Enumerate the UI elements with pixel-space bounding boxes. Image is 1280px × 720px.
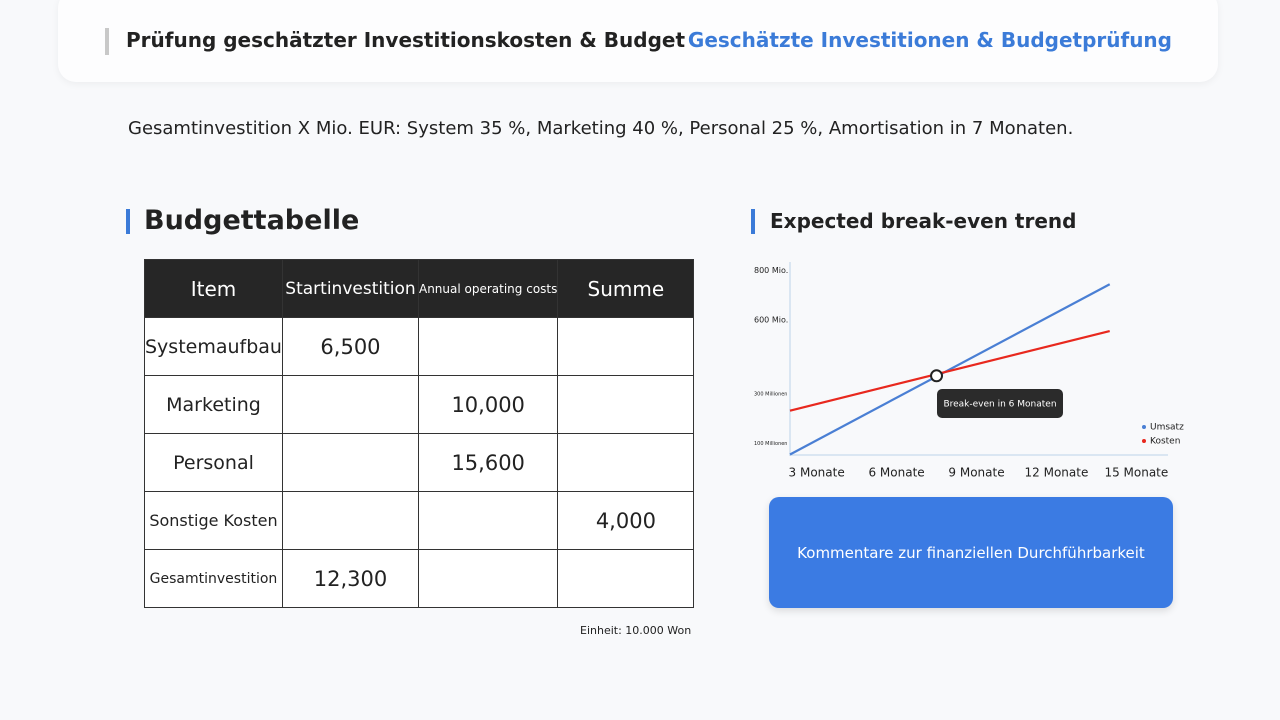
section-accent	[751, 209, 755, 234]
section-title: Budgettabelle	[144, 205, 360, 236]
legend-marker	[1142, 439, 1146, 443]
column-header: Summe	[557, 259, 695, 318]
tooltip-box	[937, 389, 1063, 418]
line-series	[789, 329, 1110, 412]
header-subtitle: Geschätzte Investitionen & Budgetprüfung	[687, 28, 1172, 52]
comment-button[interactable]: Kommentare zur finanziellen Durchführbar…	[769, 497, 1173, 608]
header-title: Prüfung geschätzter Investitionskosten &…	[126, 28, 686, 52]
header-card	[58, 0, 1218, 82]
table-cell: 6,500	[281, 317, 419, 376]
column-header: Item	[144, 259, 283, 318]
section-accent	[126, 209, 130, 234]
column-header: Annual operating costs	[417, 259, 559, 318]
x-tick-label: 6 Monate	[868, 466, 924, 480]
table-cell	[281, 433, 419, 492]
table-cell: Marketing	[144, 375, 283, 434]
y-tick-label: 100 Millionen	[754, 441, 787, 447]
x-tick-label: 3 Monate	[789, 466, 845, 480]
table-cell	[417, 549, 559, 608]
table-cell	[557, 375, 695, 434]
legend-marker	[1142, 425, 1146, 429]
tooltip-label: Break-even in 6 Monaten	[943, 400, 1056, 410]
y-tick-label: 800 Mio.	[754, 266, 788, 275]
summary: Gesamtinvestition X Mio. EUR: System 35 …	[128, 118, 1074, 139]
legend-label: Umsatz	[1150, 423, 1184, 433]
table-cell	[281, 491, 419, 550]
table-cell: Gesamtinvestition	[144, 549, 283, 608]
table-cell	[557, 549, 695, 608]
table-row: Personal 15,600	[144, 433, 695, 492]
table-row: Gesamtinvestition 12,300	[144, 549, 695, 608]
table-cell	[417, 317, 559, 376]
table-cell: 10,000	[417, 375, 559, 434]
x-tick-label: 15 Monate	[1104, 466, 1168, 480]
table-cell: 12,300	[281, 549, 419, 608]
column-header: Startinvestition	[281, 259, 419, 318]
x-tick-label: 12 Monate	[1025, 466, 1089, 480]
table-cell	[557, 433, 695, 492]
table-row: Systemaufbau 6,500	[144, 317, 695, 376]
break-even-point	[930, 369, 944, 383]
x-tick-label: 9 Monate	[948, 466, 1004, 480]
footnote: Einheit: 10.000 Won	[580, 624, 692, 637]
table-row: Marketing 10,000	[144, 375, 695, 434]
table-cell	[417, 491, 559, 550]
table-cell: Personal	[144, 433, 283, 492]
y-tick-label: 600 Mio.	[754, 315, 788, 324]
line-series	[789, 283, 1111, 456]
chart: 800 Mio. 600 Mio. 300 Millionen 100 Million…	[754, 262, 1184, 480]
y-tick-label: 300 Millionen	[754, 392, 787, 398]
section-title: Expected break-even trend	[770, 209, 1077, 233]
table-cell: Sonstige Kosten	[144, 491, 283, 550]
table-row: Sonstige Kosten 4,000	[144, 491, 695, 550]
table-cell	[557, 317, 695, 376]
table-cell	[281, 375, 419, 434]
header-row: Item Startinvestition Annual operating cos…	[144, 259, 695, 318]
budget-table: Item Startinvestition Annual operating cos…	[144, 259, 695, 608]
header-accent	[105, 28, 109, 55]
table-cell: 15,600	[417, 433, 559, 492]
table-cell: 4,000	[557, 491, 695, 550]
legend-label: Kosten	[1150, 437, 1180, 447]
table-cell: Systemaufbau	[144, 317, 283, 376]
